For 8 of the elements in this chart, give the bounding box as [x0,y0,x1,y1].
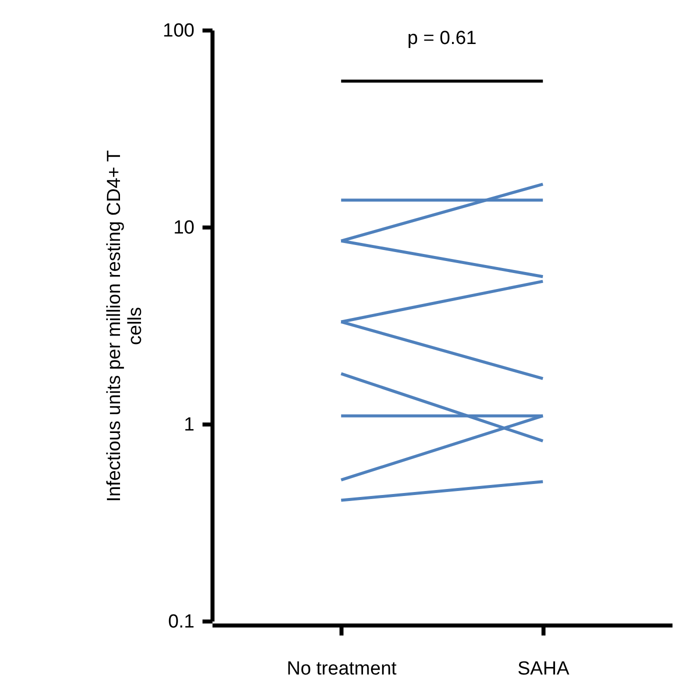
y-tick-label: 10 [173,218,194,238]
y-tick-label: 1 [184,414,194,436]
annotation: p = 0.61 [407,28,477,49]
x-tick-label: SAHA [518,658,570,677]
y-tick-label: 100 [162,20,194,42]
y-axis-title: Infectious units per million resting CD4+ T cells [104,150,146,502]
x-tick-label: No treatment [286,658,398,677]
y-tick-label: 0.1 [168,612,194,632]
